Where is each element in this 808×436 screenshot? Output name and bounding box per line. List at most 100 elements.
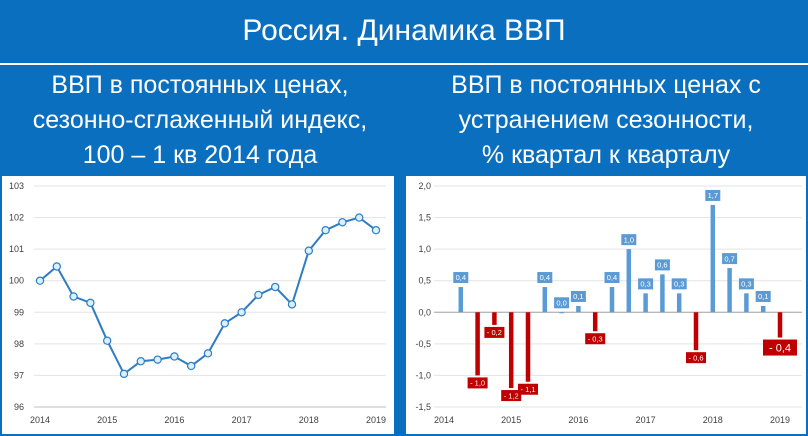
- x-tick-label: 2019: [770, 415, 790, 425]
- data-label-box: [453, 272, 469, 284]
- data-label-box: [467, 377, 488, 389]
- data-point: [304, 246, 313, 255]
- data-label: 0,4: [456, 273, 466, 282]
- y-tick-label: 2,0: [418, 181, 431, 191]
- data-label: 0,6: [657, 261, 667, 270]
- data-label: - 1,2: [504, 391, 519, 400]
- y-tick-label: -1,5: [415, 402, 431, 412]
- data-point: [371, 226, 381, 235]
- data-label-box: [585, 333, 606, 345]
- y-tick-label: 97: [14, 370, 24, 380]
- data-label-box: [621, 234, 637, 246]
- data-label-box: [722, 253, 738, 265]
- data-point: [220, 319, 229, 328]
- bar: [710, 204, 716, 313]
- x-tick-label: 2018: [703, 415, 723, 425]
- y-tick-label: 100: [9, 276, 24, 286]
- left-subtitle-line: ВВП в постоянных ценах,: [51, 71, 349, 99]
- y-tick-label: 0,0: [418, 307, 431, 317]
- bar: [777, 312, 783, 338]
- data-label-box: [686, 352, 706, 364]
- data-label-box: [654, 259, 670, 271]
- title-divider: [0, 63, 808, 65]
- data-label: 1,0: [624, 235, 634, 244]
- x-tick-label: 2017: [232, 415, 252, 425]
- data-label: 0,7: [724, 254, 734, 263]
- y-tick-label: 101: [9, 244, 24, 254]
- left-subtitle-line: 100 – 1 кв 2014 года: [82, 141, 318, 169]
- data-label-box: [537, 272, 553, 284]
- bar: [508, 312, 514, 389]
- bar: [592, 312, 598, 332]
- data-label-box: [518, 383, 538, 395]
- y-tick-label: 99: [14, 307, 24, 317]
- x-tick-label: 2016: [164, 415, 184, 425]
- left-subtitle-line: сезонно-сглаженный индекс,: [32, 106, 368, 134]
- y-tick-label: -0,5: [415, 339, 431, 349]
- data-label: - 1,0: [470, 379, 485, 388]
- gdp-qoq-bar-chart: -1,5 -1,0 -0,5 0,0 0,5 1,0 1,5 2,0 2014 2015 2016 2…: [415, 181, 802, 425]
- data-label-box: [570, 290, 586, 302]
- data-label-box: [554, 297, 570, 309]
- bar: [609, 287, 615, 313]
- data-label: - 1,1: [520, 385, 535, 394]
- data-point: [287, 300, 297, 309]
- x-tick-label: 2015: [501, 415, 521, 425]
- data-point: [69, 292, 78, 301]
- bar: [760, 305, 766, 313]
- data-label: - 0,6: [688, 353, 703, 362]
- data-label: 0,3: [674, 280, 684, 289]
- slide-title: Россия. Динамика ВВП: [242, 14, 566, 47]
- data-label-box: [763, 339, 797, 356]
- bar: [727, 268, 732, 313]
- data-point: [52, 262, 62, 271]
- data-point: [338, 218, 347, 227]
- data-label: 0,4: [607, 273, 617, 282]
- bar: [626, 249, 632, 313]
- data-label: 0,0: [556, 298, 566, 307]
- data-label: 0,3: [741, 280, 751, 289]
- x-tick-label: 2014: [434, 415, 454, 425]
- data-label-box: [671, 278, 687, 290]
- y-tick-label: 1,0: [418, 244, 431, 254]
- right-chart-subtitle: ВВП в постоянных ценах с устранением сез…: [404, 68, 808, 173]
- data-point: [102, 336, 112, 345]
- data-point: [321, 226, 330, 235]
- y-tick-label: 102: [9, 213, 24, 223]
- bar: [576, 305, 581, 313]
- left-chart-subtitle: ВВП в постоянных ценах, сезонно-сглаженн…: [0, 68, 400, 173]
- data-point: [186, 361, 196, 371]
- x-tick-label: 2016: [568, 415, 588, 425]
- data-label-box: [755, 290, 771, 302]
- x-tick-label: 2015: [97, 415, 117, 425]
- data-point: [136, 357, 145, 366]
- bar: [542, 287, 548, 313]
- data-label: 0,1: [758, 292, 768, 301]
- bar: [475, 312, 480, 376]
- data-label: 0,3: [640, 280, 650, 289]
- bar: [525, 312, 531, 382]
- bar: [458, 287, 464, 313]
- bar-chart-panel: -1,5 -1,0 -0,5 0,0 0,5 1,0 1,5 2,0 2014 2015 2016 2…: [406, 176, 806, 434]
- data-label: 0,1: [573, 292, 583, 301]
- bar: [559, 312, 564, 314]
- data-point: [237, 308, 246, 317]
- bar: [744, 293, 749, 313]
- data-label: 0,4: [540, 273, 550, 282]
- y-tick-label: 96: [14, 402, 24, 412]
- data-point: [203, 349, 213, 358]
- y-tick-label: 103: [9, 181, 24, 191]
- y-tick-label: -1,0: [415, 370, 431, 380]
- bar: [693, 312, 699, 351]
- data-label-box: [638, 278, 654, 290]
- x-tick-label: 2017: [636, 415, 656, 425]
- x-tick-label: 2014: [30, 415, 50, 425]
- y-tick-label: 98: [14, 339, 24, 349]
- data-label: - 0,3: [588, 334, 603, 343]
- data-label: - 0,4: [769, 343, 791, 355]
- right-subtitle-line: % квартал к кварталу: [481, 141, 731, 169]
- x-tick-label: 2018: [299, 415, 319, 425]
- bar: [492, 312, 497, 325]
- data-point: [355, 213, 364, 222]
- data-label-box: [705, 189, 721, 201]
